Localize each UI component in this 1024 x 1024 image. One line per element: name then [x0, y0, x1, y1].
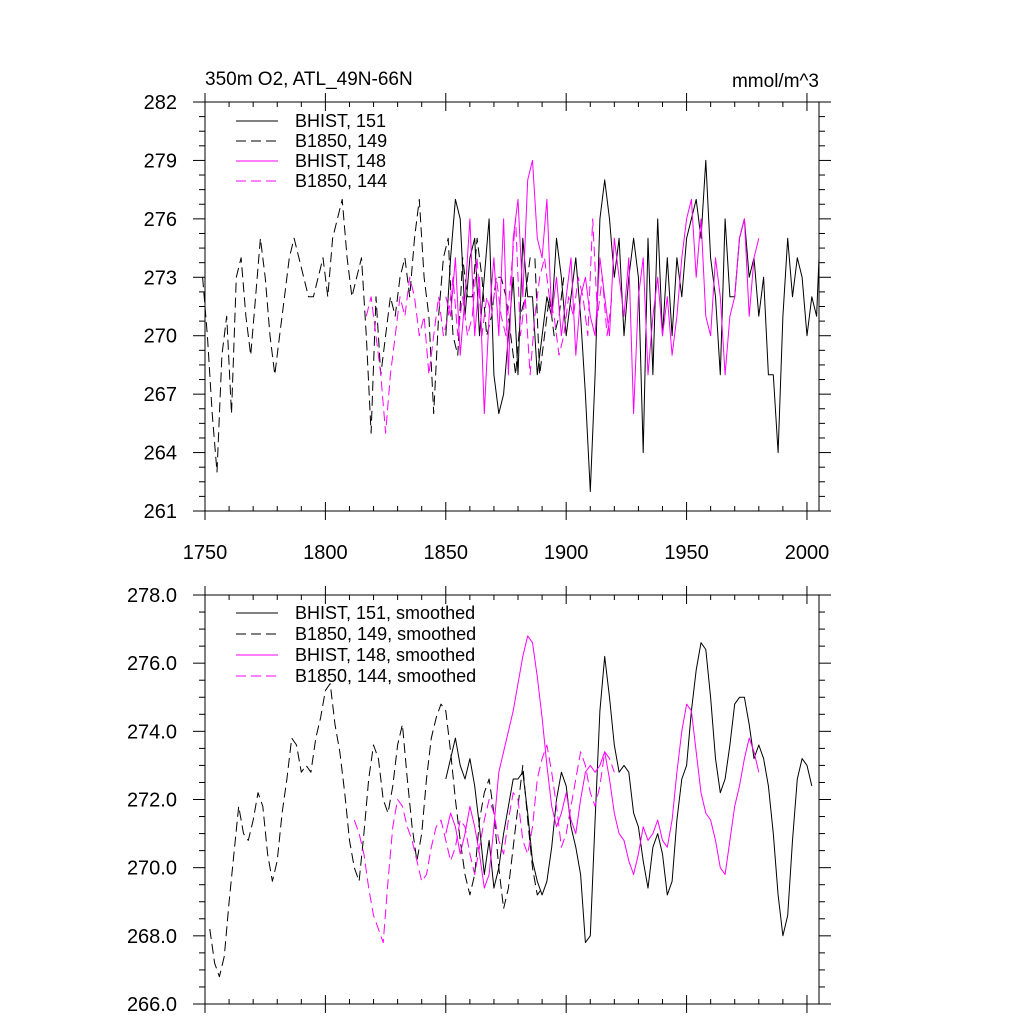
bottom-ytick-label: 276.0 [127, 653, 177, 675]
top-series-line-1 [445, 159, 820, 492]
bottom-ytick-label: 268.0 [127, 926, 177, 948]
top-xtick-label: 1800 [303, 542, 348, 564]
top-xtick-label: 1850 [424, 542, 469, 564]
bottom-series-layer [209, 635, 813, 978]
top-chart-title: 350m O2, ATL_49N-66N [205, 69, 413, 90]
top-ytick-label: 267 [144, 384, 177, 406]
bottom-ytick-label: 274.0 [127, 721, 177, 743]
top-series-line-2 [202, 198, 565, 473]
bottom-series-line-2 [209, 683, 543, 978]
top-ytick-label: 273 [144, 267, 177, 289]
top-ytick-label: 264 [144, 443, 177, 465]
bottom-panel: 266.0 268.0 270.0 272.0 274.0 276.0 278.0 BHIS… [127, 585, 831, 1016]
bottom-series-line-1 [445, 642, 813, 944]
top-ticks: 1750 1800 1850 1900 1950 2000 261 264 267 270 273 2… [144, 92, 831, 564]
top-xtick-label: 1900 [544, 542, 589, 564]
top-xtick-label: 2000 [785, 542, 830, 564]
top-ytick-label: 282 [144, 92, 177, 114]
top-xtick-label: 1950 [664, 542, 709, 564]
top-series-layer [202, 159, 820, 492]
top-series-line-4 [365, 218, 613, 434]
bottom-ticks: 266.0 268.0 270.0 272.0 274.0 276.0 278.0 [127, 585, 831, 1016]
top-legend-label-4: B1850, 144 [295, 171, 387, 191]
top-ytick-label: 279 [144, 150, 177, 172]
top-ytick-label: 276 [144, 209, 177, 231]
bottom-ytick-label: 270.0 [127, 858, 177, 880]
bottom-legend-label-4: B1850, 144, smoothed [295, 666, 476, 686]
top-legend-label-3: BHIST, 148 [295, 151, 386, 171]
bottom-ytick-label: 278.0 [127, 585, 177, 607]
top-xtick-label: 1750 [183, 542, 228, 564]
top-legend-label-2: B1850, 149 [295, 131, 387, 151]
top-ytick-label: 270 [144, 326, 177, 348]
bottom-legend-label-3: BHIST, 148, smoothed [295, 645, 475, 665]
bottom-legend-label-1: BHIST, 151, smoothed [295, 603, 475, 623]
bottom-series-line-4 [353, 744, 615, 944]
bottom-legend-label-2: B1850, 149, smoothed [295, 624, 476, 644]
top-ytick-label: 261 [144, 501, 177, 523]
bottom-ytick-label: 272.0 [127, 790, 177, 812]
top-chart-units: mmol/m^3 [732, 71, 819, 92]
top-legend-label-1: BHIST, 151 [295, 111, 386, 131]
top-panel: 350m O2, ATL_49N-66N mmol/m^3 1750 1800 18… [144, 69, 831, 564]
bottom-ytick-label: 266.0 [127, 994, 177, 1016]
bottom-series-line-3 [445, 635, 760, 889]
